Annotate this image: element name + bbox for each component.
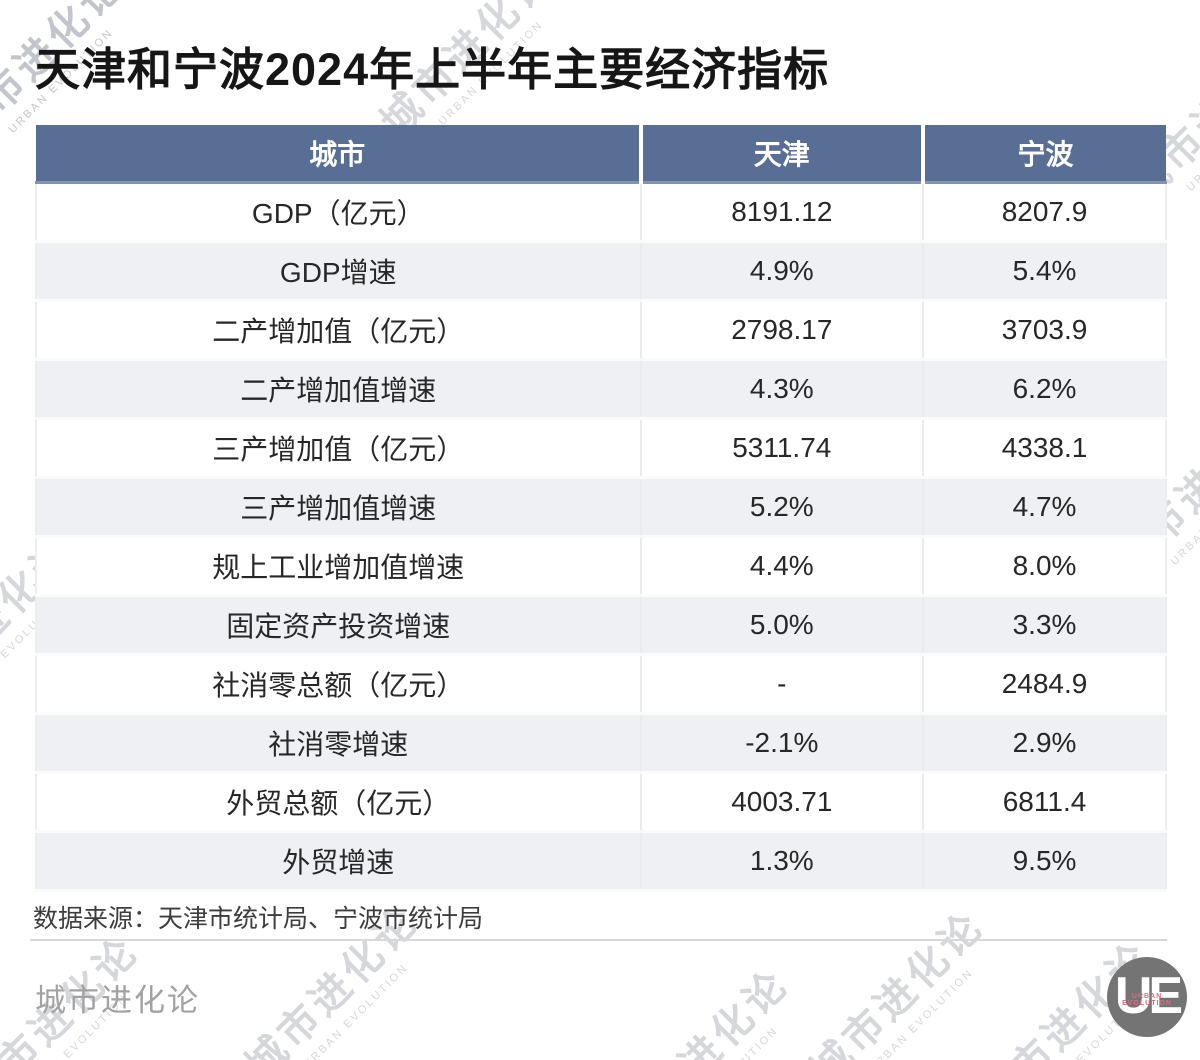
ningbo-value-cell: 2484.9 [922, 654, 1167, 715]
brand-name: 城市进化论 [35, 983, 200, 1018]
data-source-note: 数据来源：天津市统计局、宁波市统计局 [33, 905, 484, 933]
page-title: 天津和宁波2024年上半年主要经济指标 [35, 44, 830, 95]
watermark-en: URBAN EVOLUTION [642, 995, 810, 1060]
logo-subtext: URBAN EVOLUTION [1122, 993, 1172, 1007]
ningbo-value-cell: 8207.9 [922, 182, 1167, 243]
row-label-cell: 三产增加值（亿元） [35, 418, 641, 479]
table-row: 二产增加值（亿元） 2798.17 3703.9 [35, 300, 1167, 361]
watermark-zh: 城市进化论 [802, 902, 993, 1060]
column-header-tianjin: 天津 [638, 125, 924, 184]
tianjin-value-cell: 4.4% [639, 536, 924, 597]
ningbo-value-cell: 9.5% [922, 831, 1167, 892]
table-row: 外贸总额（亿元） 4003.71 6811.4 [35, 772, 1167, 833]
indicator-table-wrap: 城市 天津 宁波 GDP（亿元） 8191.12 8207.9 GDP增速 4.… [35, 125, 1167, 892]
indicator-table: 城市 天津 宁波 GDP（亿元） 8191.12 8207.9 GDP增速 4.… [35, 125, 1167, 892]
ningbo-value-cell: 6811.4 [922, 772, 1167, 833]
ningbo-value-cell: 8.0% [922, 536, 1167, 597]
row-label-cell: 二产增加值（亿元） [35, 300, 641, 361]
row-label-cell: GDP增速 [35, 241, 641, 302]
ningbo-value-cell: 6.2% [922, 359, 1167, 420]
row-label-cell: GDP（亿元） [35, 182, 641, 243]
row-label-cell: 社消零总额（亿元） [35, 654, 641, 715]
table-row: 三产增加值（亿元） 5311.74 4338.1 [35, 418, 1167, 479]
tianjin-value-cell: 4.9% [639, 241, 924, 302]
table-row: 外贸增速 1.3% 9.5% [35, 831, 1167, 892]
tianjin-value-cell: 1.3% [639, 831, 924, 892]
column-header-city: 城市 [36, 125, 641, 184]
ningbo-value-cell: 3.3% [922, 595, 1167, 656]
row-label-cell: 外贸增速 [35, 831, 641, 892]
tianjin-value-cell: 5311.74 [639, 418, 924, 479]
table-row: 三产增加值增速 5.2% 4.7% [35, 477, 1167, 538]
table-header-row: 城市 天津 宁波 [36, 125, 1166, 184]
tianjin-value-cell: -2.1% [639, 713, 924, 774]
ningbo-value-cell: 4.7% [922, 477, 1167, 538]
watermark-en: URBAN EVOLUTION [866, 966, 976, 1060]
ningbo-value-cell: 5.4% [922, 241, 1167, 302]
row-label-cell: 规上工业增加值增速 [35, 536, 641, 597]
tianjin-value-cell: 5.2% [639, 477, 924, 538]
ningbo-value-cell: 2.9% [922, 713, 1167, 774]
row-label-cell: 社消零增速 [35, 713, 641, 774]
watermark-en: URBAN EVOLUTION [301, 961, 411, 1060]
row-label-cell: 二产增加值增速 [35, 359, 641, 420]
tianjin-value-cell: 2798.17 [639, 300, 924, 361]
watermark-zh: 城市进化论 [607, 960, 798, 1060]
table-row: GDP增速 4.9% 5.4% [35, 241, 1167, 302]
row-label-cell: 三产增加值增速 [35, 477, 641, 538]
row-label-cell: 外贸总额（亿元） [35, 772, 641, 833]
urban-evolution-logo: UE URBAN EVOLUTION [1107, 957, 1187, 1037]
table-row: GDP（亿元） 8191.12 8207.9 [35, 182, 1167, 243]
tianjin-value-cell: 4003.71 [639, 772, 924, 833]
row-label-cell: 固定资产投资增速 [35, 595, 641, 656]
column-header-ningbo: 宁波 [921, 125, 1166, 184]
table-row: 固定资产投资增速 5.0% 3.3% [35, 595, 1167, 656]
table-row: 二产增加值增速 4.3% 6.2% [35, 359, 1167, 420]
tianjin-value-cell: 5.0% [639, 595, 924, 656]
ningbo-value-cell: 4338.1 [922, 418, 1167, 479]
table-row: 规上工业增加值增速 4.4% 8.0% [35, 536, 1167, 597]
footer-divider [30, 939, 1167, 941]
tianjin-value-cell: 8191.12 [639, 182, 924, 243]
logo-initials: UE [1114, 967, 1183, 1025]
table-row: 社消零增速 -2.1% 2.9% [35, 713, 1167, 774]
tianjin-value-cell: 4.3% [639, 359, 924, 420]
tianjin-value-cell: - [639, 654, 924, 715]
ningbo-value-cell: 3703.9 [922, 300, 1167, 361]
table-row: 社消零总额（亿元） - 2484.9 [35, 654, 1167, 715]
